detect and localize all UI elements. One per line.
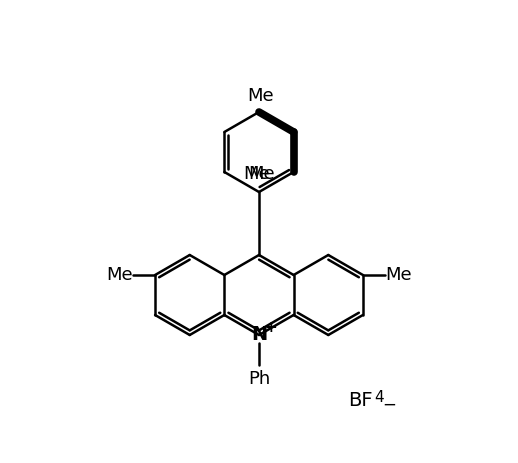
- Text: Ph: Ph: [248, 370, 270, 388]
- Text: Me: Me: [243, 165, 270, 183]
- Text: N: N: [251, 325, 267, 344]
- Text: +: +: [265, 319, 277, 334]
- Text: Me: Me: [248, 165, 275, 183]
- Text: Me: Me: [248, 87, 275, 105]
- Text: BF: BF: [348, 390, 372, 409]
- Text: Me: Me: [106, 266, 133, 284]
- Text: −: −: [382, 396, 396, 414]
- Text: 4: 4: [374, 390, 384, 406]
- Text: Me: Me: [385, 266, 412, 284]
